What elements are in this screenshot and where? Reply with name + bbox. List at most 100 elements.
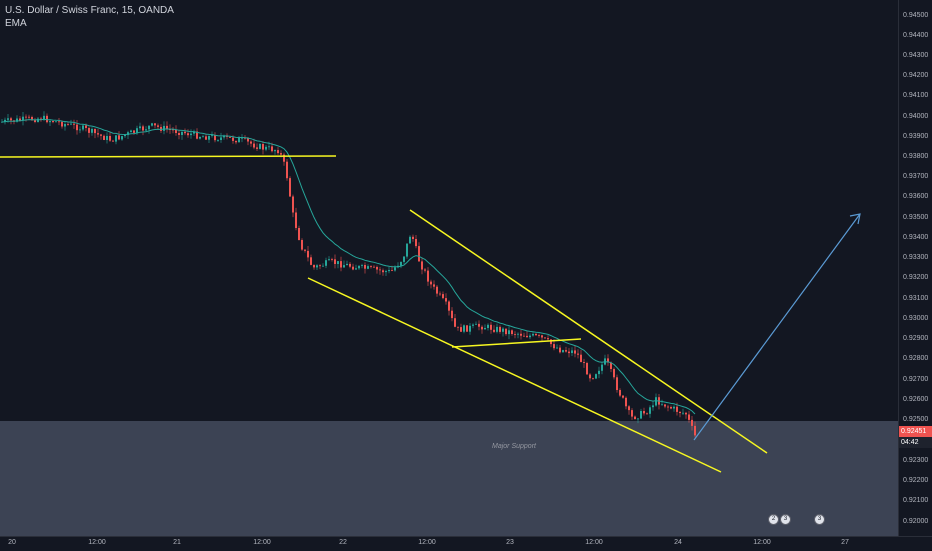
time-tick: 12:00	[753, 539, 771, 546]
candle-body	[43, 115, 45, 120]
candle-body	[61, 121, 63, 127]
candle-body	[82, 125, 84, 130]
candle-body	[208, 136, 210, 140]
candle-body	[280, 153, 282, 155]
candle-body	[46, 115, 48, 123]
candle-body	[328, 259, 330, 261]
price-tick: 0.93000	[903, 315, 929, 322]
candle-body	[355, 268, 357, 270]
candle-body	[211, 135, 213, 136]
candle-body	[466, 325, 468, 332]
candle-body	[571, 350, 573, 353]
candle-body	[85, 125, 87, 128]
time-axis[interactable]	[0, 536, 932, 551]
indicator-legend-ema[interactable]: EMA	[5, 18, 27, 29]
candle-body	[163, 125, 165, 131]
candle-body	[151, 123, 153, 126]
calendar-event-icon[interactable]: 3	[814, 514, 825, 525]
candle-body	[385, 271, 387, 273]
candle-body	[103, 135, 105, 140]
candle-body	[253, 143, 255, 148]
candle-body	[451, 310, 453, 319]
candle-body	[298, 228, 300, 240]
candle-body	[25, 116, 27, 118]
price-tick: 0.92200	[903, 477, 929, 484]
candle-body	[232, 137, 234, 141]
price-tick: 0.92600	[903, 396, 929, 403]
candle-body	[109, 136, 111, 141]
candle-body	[484, 328, 486, 330]
candle-body	[640, 411, 642, 419]
candle-body	[244, 137, 246, 139]
candle-body	[199, 137, 201, 139]
calendar-event-icon[interactable]: 3	[780, 514, 791, 525]
candle-body	[181, 131, 183, 135]
candle-body	[136, 128, 138, 133]
support-zone-label: Major Support	[492, 443, 536, 450]
candle-body	[16, 118, 18, 122]
candle-body	[631, 410, 633, 417]
candle-body	[544, 337, 546, 339]
candle-body	[676, 406, 678, 412]
candle-body	[577, 353, 579, 355]
candle-body	[580, 354, 582, 363]
candle-body	[331, 259, 333, 260]
candle-body	[448, 301, 450, 311]
candle-body	[262, 144, 264, 150]
candle-body	[205, 136, 207, 140]
candle-body	[34, 120, 36, 122]
candle-body	[610, 362, 612, 369]
candle-body	[529, 335, 531, 338]
price-tick: 0.93700	[903, 173, 929, 180]
calendar-event-icon[interactable]: 2	[768, 514, 779, 525]
candle-body	[394, 267, 396, 271]
mid-channel-trendline	[451, 338, 582, 348]
candle-body	[424, 269, 426, 271]
candle-body	[7, 118, 9, 120]
candle-body	[148, 125, 150, 130]
candle-body	[493, 329, 495, 332]
candle-body	[535, 333, 537, 336]
price-axis[interactable]	[898, 0, 932, 536]
candle-body	[274, 150, 276, 152]
candle-body	[283, 154, 285, 162]
candle-body	[595, 374, 597, 379]
candle-body	[619, 390, 621, 396]
candle-body	[433, 284, 435, 287]
candle-body	[613, 369, 615, 378]
candle-body	[22, 116, 24, 121]
price-tick: 0.94500	[903, 12, 929, 19]
candle-body	[220, 137, 222, 140]
candle-body	[592, 378, 594, 380]
time-tick: 20	[8, 539, 16, 546]
price-tick: 0.92700	[903, 376, 929, 383]
price-tick: 0.93100	[903, 295, 929, 302]
price-tick: 0.93900	[903, 133, 929, 140]
candle-body	[388, 270, 390, 272]
candle-body	[382, 270, 384, 273]
candle-body	[133, 130, 135, 133]
candle-body	[370, 266, 372, 267]
candle-body	[583, 362, 585, 363]
candle-body	[508, 330, 510, 335]
candle-body	[64, 124, 66, 127]
candle-body	[550, 339, 552, 345]
symbol-title[interactable]: U.S. Dollar / Swiss Franc, 15, OANDA	[5, 5, 174, 16]
price-tick: 0.92100	[903, 497, 929, 504]
candle-body	[637, 418, 639, 420]
candle-body	[142, 126, 144, 131]
candle-body	[523, 335, 525, 337]
candle-body	[574, 350, 576, 354]
candle-body	[55, 121, 57, 123]
candle-body	[454, 318, 456, 327]
candle-body	[91, 128, 93, 133]
candle-body	[127, 132, 129, 136]
candle-body	[478, 323, 480, 327]
candle-body	[187, 133, 189, 136]
time-tick: 23	[506, 539, 514, 546]
candle-body	[472, 324, 474, 326]
candle-body	[430, 281, 432, 285]
candle-body	[517, 333, 519, 335]
